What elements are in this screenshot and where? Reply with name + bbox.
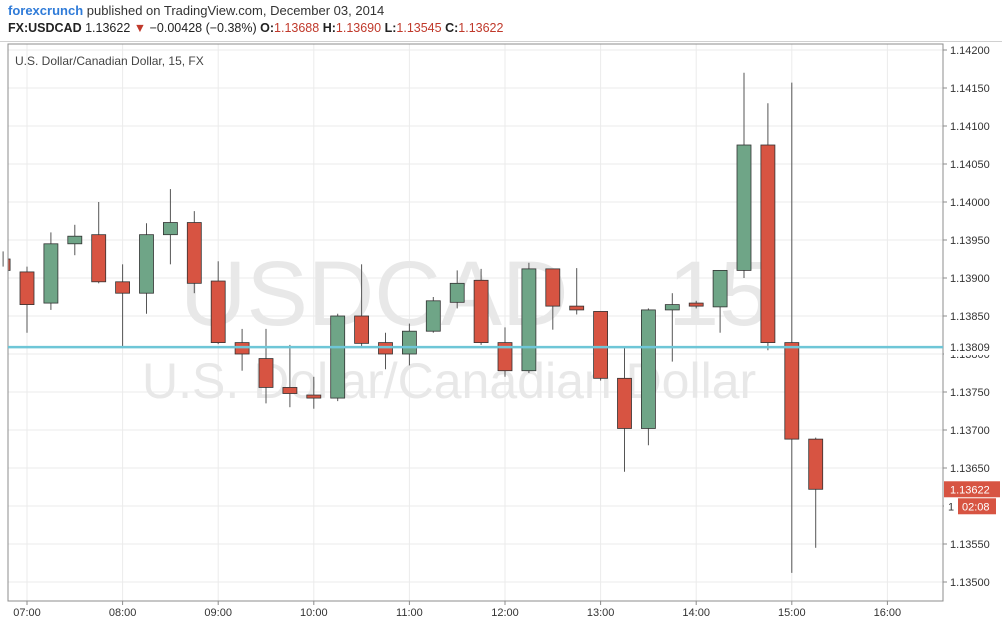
symbol-label: FX:USDCAD — [8, 21, 82, 35]
candle-up[interactable] — [401, 330, 417, 355]
chart-title: U.S. Dollar/Canadian Dollar, 15, FX — [15, 54, 204, 68]
open-label: O: — [260, 21, 275, 35]
candle-down[interactable] — [115, 281, 130, 294]
x-tick-label: 12:00 — [491, 607, 519, 619]
x-tick-label: 14:00 — [682, 607, 710, 619]
publish-info: forexcrunch published on TradingView.com… — [8, 3, 384, 18]
candle-up[interactable] — [521, 268, 537, 372]
price-tags: 1.13809 1.13622 1 02:08 — [944, 339, 1000, 515]
candle-down[interactable] — [19, 271, 35, 306]
candle-down[interactable] — [306, 394, 322, 399]
down-arrow-icon: ▼ — [133, 21, 147, 35]
y-tick-label: 1.13850 — [950, 311, 990, 323]
price-line-tag-bg — [944, 339, 1000, 356]
watermark-name: U.S. Dollar/Canadian Dollar — [142, 353, 756, 409]
candle-up[interactable] — [641, 309, 656, 429]
quote-bar: FX:USDCAD 1.13622 ▼ −0.00428 (−0.38%) O:… — [8, 21, 503, 35]
candle-up[interactable] — [712, 269, 728, 308]
last-price: 1.13622 — [85, 21, 131, 35]
candle-down[interactable] — [91, 234, 107, 283]
open-value: 1.13688 — [274, 21, 320, 35]
candle-up[interactable] — [67, 235, 83, 245]
candles[interactable] — [2, 72, 824, 573]
x-tick-label: 15:00 — [778, 607, 806, 619]
y-tick-label: 1.13550 — [950, 539, 990, 551]
candle-down[interactable] — [545, 268, 561, 307]
y-tick-label: 1.13750 — [950, 387, 990, 399]
candle-down[interactable] — [569, 305, 585, 311]
y-tick-label: 1.14100 — [950, 121, 990, 133]
candle-down[interactable] — [186, 222, 202, 284]
low-label: L: — [384, 21, 397, 35]
close-label: C: — [445, 21, 459, 35]
candle-down[interactable] — [760, 144, 776, 344]
candle-down[interactable] — [688, 302, 704, 307]
candle-up[interactable] — [736, 144, 752, 271]
y-tick-label: 1.14050 — [950, 159, 990, 171]
y-tick-label: 1.13650 — [950, 463, 990, 475]
y-tick-label: 1.13950 — [950, 235, 990, 247]
candle-down[interactable] — [497, 342, 513, 372]
x-tick-label: 07:00 — [13, 607, 41, 619]
countdown-tag — [958, 498, 996, 515]
price-line-tag-label: 1.13809 — [950, 342, 990, 354]
y-tick-label: 1.14000 — [950, 197, 990, 209]
candle-up[interactable] — [330, 315, 346, 399]
y-tick-label: 1.13900 — [950, 273, 990, 285]
change-value: −0.00428 (−0.38%) — [149, 21, 257, 35]
x-tick-label: 16:00 — [874, 607, 902, 619]
watermark: USDCAD 15 U.S. Dollar/Canadian Dollar — [142, 243, 770, 409]
watermark-symbol: USDCAD — [180, 243, 568, 345]
brand-name[interactable]: forexcrunch — [8, 3, 84, 18]
y-tick-label: 1.14150 — [950, 83, 990, 95]
close-value: 1.13622 — [458, 21, 504, 35]
candle-down[interactable] — [617, 377, 632, 429]
candle-up[interactable] — [449, 282, 465, 303]
published-text: published on TradingView.com, December 0… — [86, 3, 385, 18]
countdown-prefix: 1 — [948, 501, 954, 513]
candle-down[interactable] — [593, 311, 608, 379]
candle-up[interactable] — [162, 222, 178, 236]
plot-border — [7, 43, 944, 602]
candle-up[interactable] — [139, 234, 154, 294]
candle-down[interactable] — [282, 387, 298, 394]
y-tick-label: 1.13500 — [950, 577, 990, 589]
candle-down[interactable] — [354, 315, 370, 344]
x-tick-label: 09:00 — [204, 607, 232, 619]
high-value: 1.13690 — [335, 21, 382, 35]
x-tick-label: 11:00 — [396, 607, 423, 619]
candle-down[interactable] — [784, 342, 800, 440]
high-label: H: — [322, 21, 336, 35]
candle-up[interactable] — [43, 243, 59, 304]
candle-down[interactable] — [473, 279, 489, 343]
last-price-tag-label: 1.13622 — [950, 484, 990, 496]
countdown-tag-label: 02:08 — [962, 501, 990, 513]
x-tick-label: 10:00 — [300, 607, 328, 619]
candle-down[interactable] — [808, 438, 824, 490]
low-value: 1.13545 — [396, 21, 442, 35]
y-tick-label: 1.13700 — [950, 425, 990, 437]
candle-down[interactable] — [258, 358, 274, 388]
candle-up[interactable] — [664, 304, 680, 311]
y-tick-label: 1.14200 — [950, 45, 990, 57]
x-tick-label: 13:00 — [587, 607, 615, 619]
candle-down[interactable] — [210, 280, 226, 344]
last-price-tag — [944, 481, 1000, 498]
candle-up[interactable] — [425, 300, 441, 332]
x-tick-label: 08:00 — [109, 607, 137, 619]
